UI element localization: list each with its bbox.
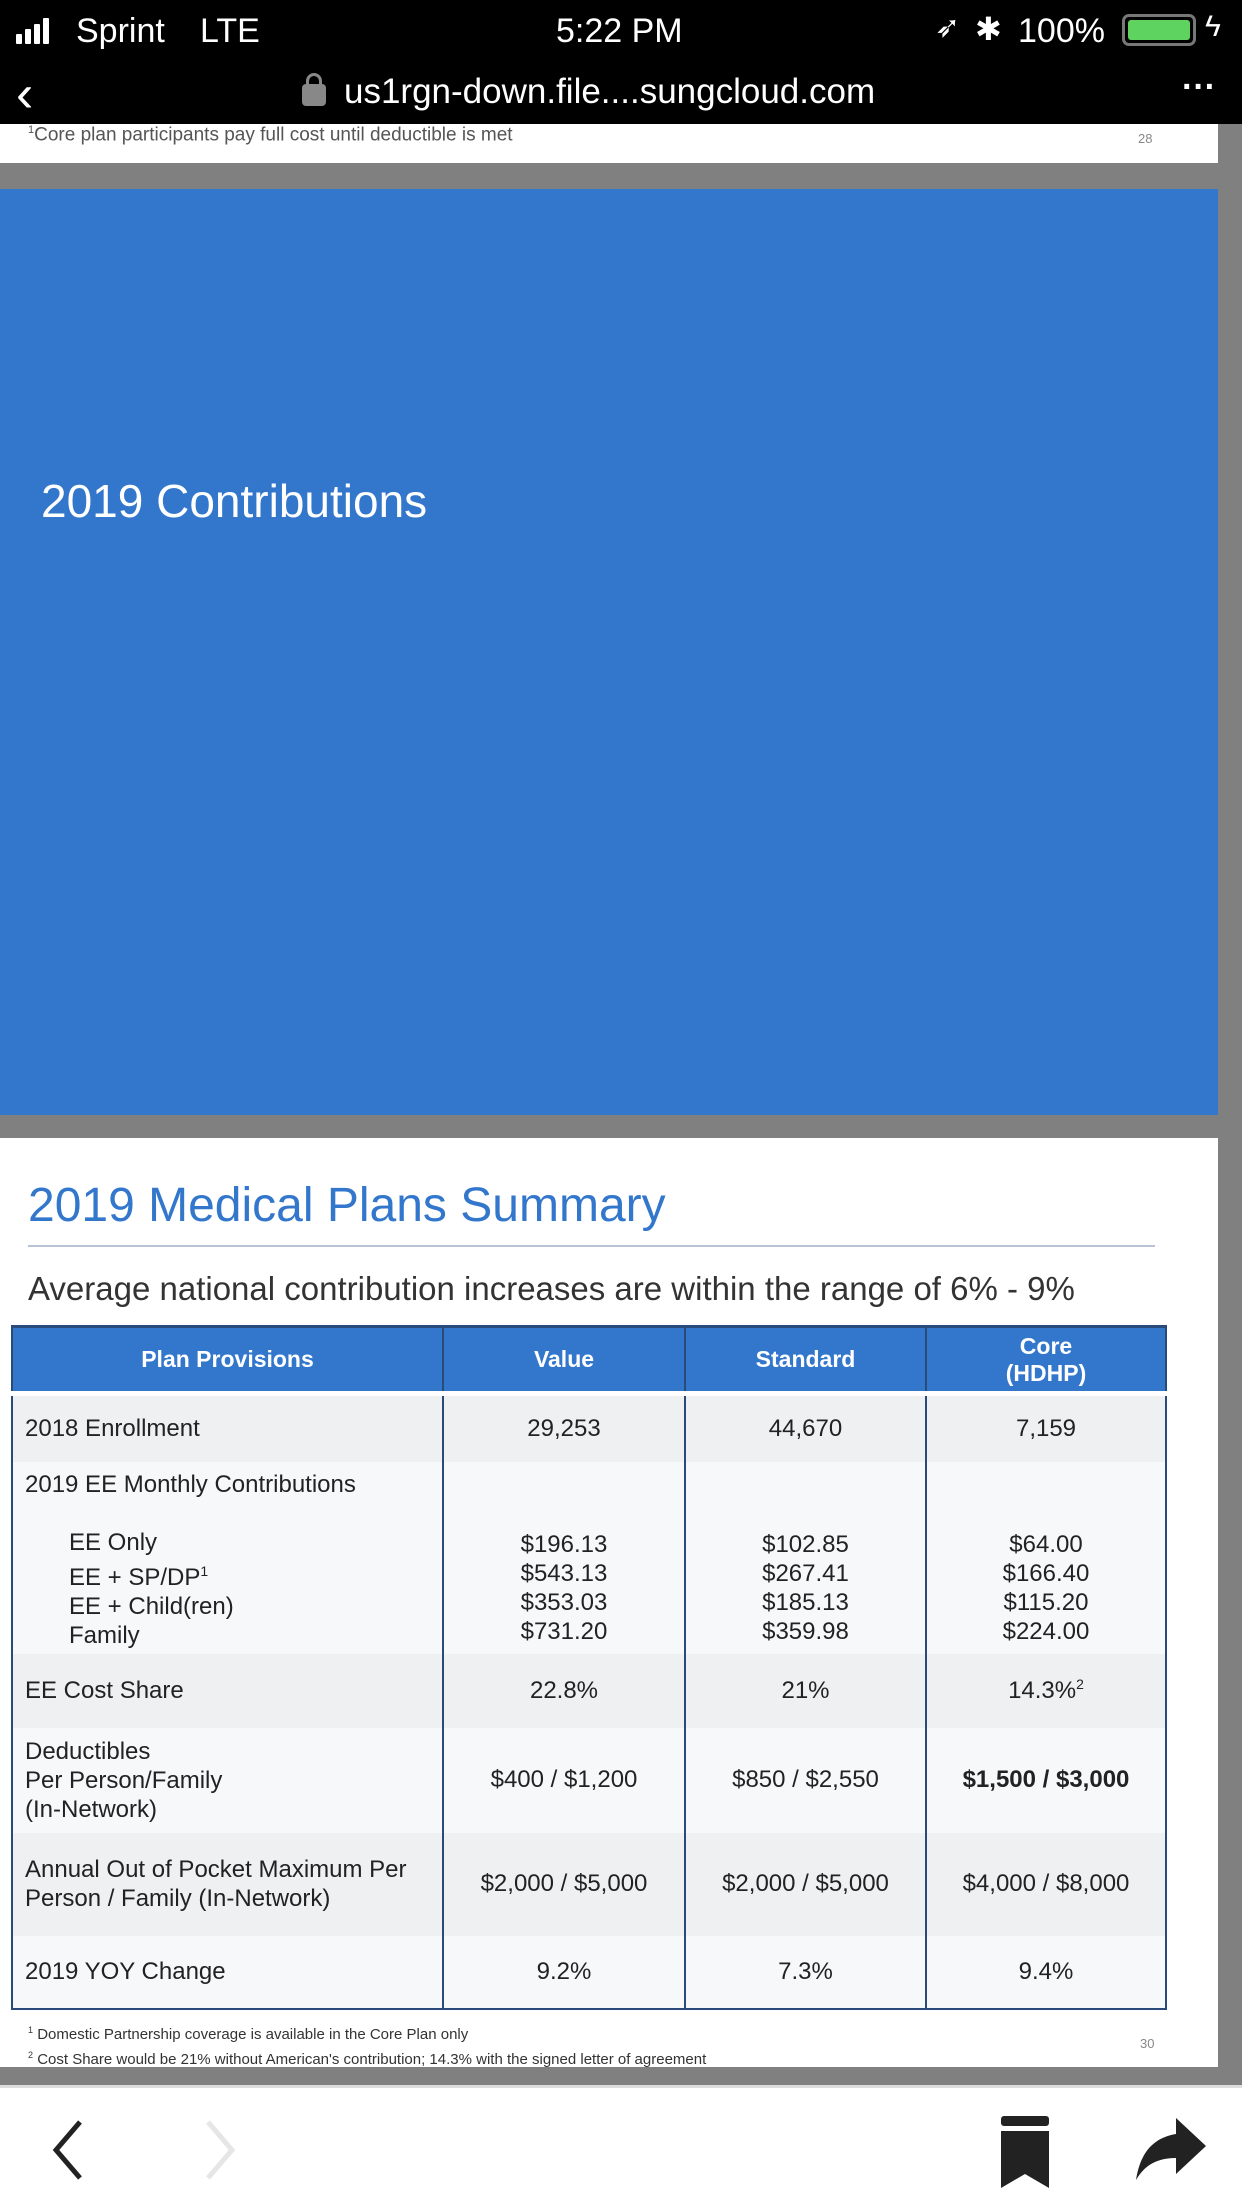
divider — [28, 1245, 1155, 1247]
url-field[interactable]: us1rgn-down.file....sungcloud.com — [344, 72, 876, 111]
table-row: 2019 YOY Change 9.2% 7.3% 9.4% — [12, 1935, 1167, 2009]
header-standard: Standard — [685, 1326, 927, 1394]
forward-arrow-icon[interactable] — [200, 2118, 240, 2182]
footnote-mark: 1 — [28, 124, 35, 136]
table-row: EE Cost Share 22.8% 21% 14.3%2 — [12, 1653, 1167, 1728]
slide-title: 2019 Contributions — [41, 475, 428, 527]
header-plan-provisions: Plan Provisions — [12, 1326, 444, 1394]
table-row: 2018 Enrollment 29,253 44,670 7,159 — [12, 1391, 1167, 1462]
more-icon[interactable]: ··· — [1182, 68, 1216, 106]
clock: 5:22 PM — [556, 12, 683, 50]
share-icon[interactable] — [1132, 2114, 1208, 2186]
lock-icon — [302, 84, 326, 106]
cell: 7,159 — [926, 1391, 1167, 1462]
slide-subtitle: Average national contribution increases … — [28, 1270, 1075, 1307]
table-header: Plan Provisions Value Standard Core (HDHP… — [12, 1326, 1167, 1394]
battery-percent: 100% — [1018, 12, 1105, 50]
cell: $64.00 $166.40 $115.20 $224.00 — [926, 1461, 1167, 1654]
footnote: Domestic Partnership coverage is availab… — [37, 2026, 469, 2043]
row-label: 2019 EE Monthly Contributions EE Only EE… — [12, 1461, 444, 1654]
status-bar: Sprint LTE 5:22 PM ➶ ✱ 100% ϟ — [0, 0, 1242, 62]
cell: 21% — [685, 1653, 927, 1728]
row-label: Deductibles Per Person/Family (In-Network) — [12, 1727, 444, 1833]
plans-table: Plan Provisions Value Standard Core (HDHP… — [11, 1325, 1167, 2010]
page-number: 28 — [1138, 131, 1153, 146]
table-row: Annual Out of Pocket Maximum Per Person /… — [12, 1832, 1167, 1936]
cell: $196.13 $543.13 $353.03 $731.20 — [443, 1461, 686, 1654]
header-core: Core (HDHP) — [926, 1326, 1167, 1394]
cell: 44,670 — [685, 1391, 927, 1462]
section-slide: 2019 Contributions — [0, 189, 1218, 1115]
footnote: Cost Share would be 21% without American… — [37, 2051, 707, 2068]
back-icon[interactable]: ‹ — [16, 65, 34, 123]
cell: 22.8% — [443, 1653, 686, 1728]
cell: $1,500 / $3,000 — [926, 1727, 1167, 1833]
row-label: EE Cost Share — [12, 1653, 444, 1728]
table-row: 2019 EE Monthly Contributions EE Only EE… — [12, 1461, 1167, 1654]
lock-shackle — [306, 73, 322, 89]
location-icon: ➶ — [935, 11, 961, 44]
cell: $400 / $1,200 — [443, 1727, 686, 1833]
cell: $850 / $2,550 — [685, 1727, 927, 1833]
bookmarks-icon[interactable] — [998, 2114, 1052, 2190]
cell: $102.85 $267.41 $185.13 $359.98 — [685, 1461, 927, 1654]
slide-title: 2019 Medical Plans Summary — [28, 1179, 666, 1232]
cell: $4,000 / $8,000 — [926, 1832, 1167, 1936]
summary-slide: 2019 Medical Plans Summary Average natio… — [0, 1138, 1218, 2068]
footnotes: 1 Domestic Partnership coverage is avail… — [28, 2025, 707, 2068]
signal-icon — [16, 18, 49, 44]
table-row: Deductibles Per Person/Family (In-Network)… — [12, 1727, 1167, 1833]
previous-page: 1Core plan participants pay full cost un… — [0, 124, 1218, 163]
cell: 9.2% — [443, 1935, 686, 2009]
row-label: Annual Out of Pocket Maximum Per Person /… — [12, 1832, 444, 1936]
back-arrow-icon[interactable] — [48, 2118, 88, 2182]
network-type: LTE — [200, 12, 260, 50]
carrier: Sprint — [76, 12, 165, 50]
battery-icon — [1122, 14, 1196, 46]
cell: 7.3% — [685, 1935, 927, 2009]
header-value: Value — [443, 1326, 686, 1394]
page-number: 30 — [1140, 2036, 1155, 2051]
cell: 29,253 — [443, 1391, 686, 1462]
cell: $2,000 / $5,000 — [685, 1832, 927, 1936]
cell: 9.4% — [926, 1935, 1167, 2009]
bluetooth-icon: ✱ — [975, 11, 1002, 47]
bottom-toolbar — [0, 2085, 1242, 2208]
charging-icon: ϟ — [1205, 10, 1221, 43]
cell: $2,000 / $5,000 — [443, 1832, 686, 1936]
cell: 14.3%2 — [926, 1653, 1167, 1728]
footnote: Core plan participants pay full cost unt… — [34, 124, 513, 146]
row-label: 2019 YOY Change — [12, 1935, 444, 2009]
row-label: 2018 Enrollment — [12, 1391, 444, 1462]
browser-bar: ‹ us1rgn-down.file....sungcloud.com ··· — [0, 62, 1242, 124]
